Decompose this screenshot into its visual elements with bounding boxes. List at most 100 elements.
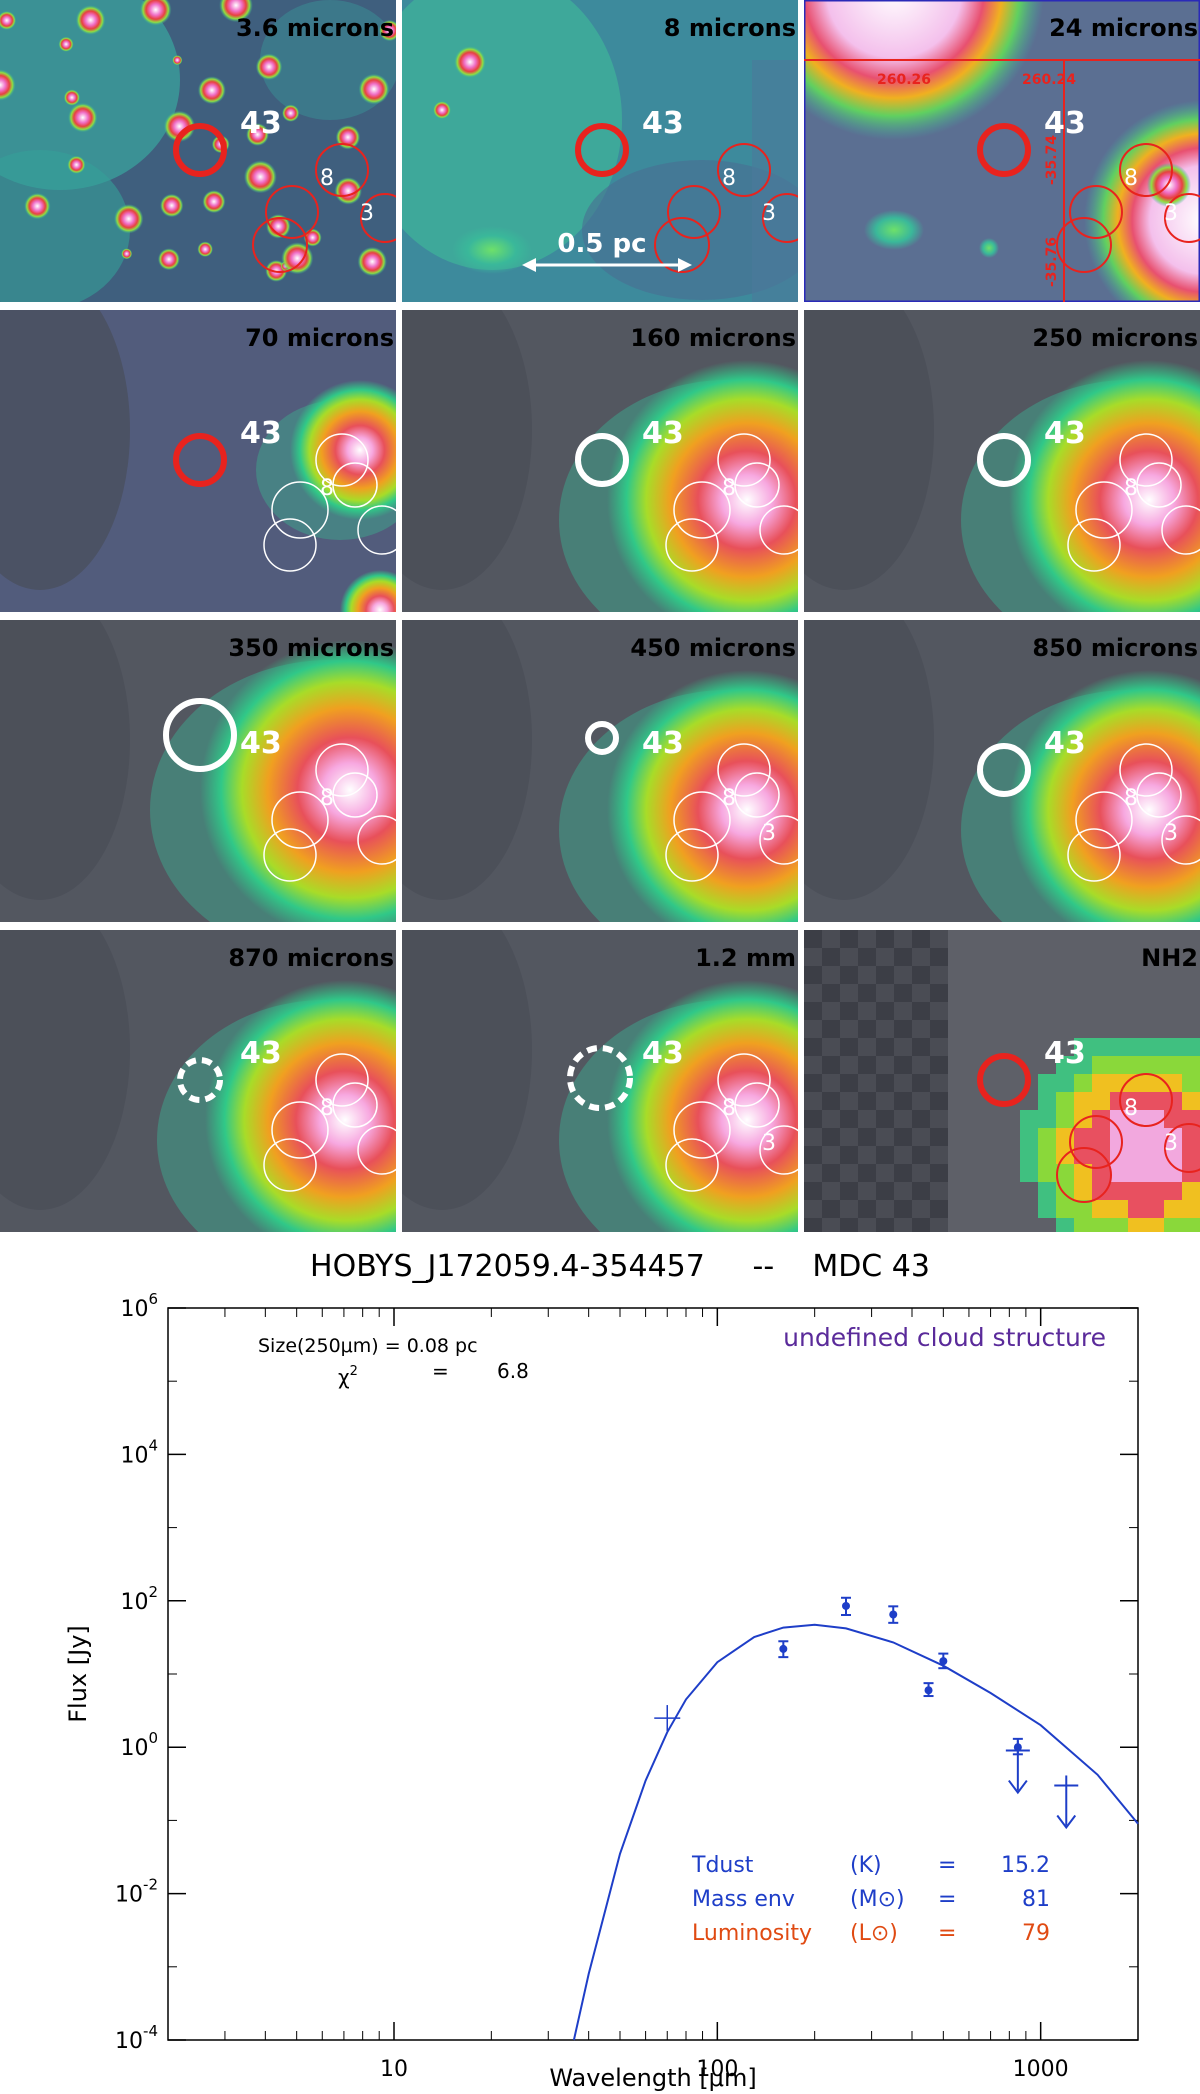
dec-tick-label: -35.76 [1044,237,1060,287]
source-id-label: 43 [1044,726,1086,761]
param-unit: (L⊙) [850,1921,898,1946]
x-tick-label: 10 [380,2057,408,2082]
neighbor-source-circle [357,1125,396,1175]
scale-bar-arrow-right [678,258,692,272]
x-tick-label: 100 [696,2057,738,2082]
neighbor-source-circle [717,743,771,797]
param-equals: = [938,1921,956,1946]
y-tick-label: 10-4 [115,2022,158,2054]
param-name: Tdust [691,1853,754,1878]
neighbor-source-circle [332,462,378,508]
source-id-label: 43 [240,416,282,451]
neighbor-source-circle [1119,1073,1173,1127]
neighbor-source-circle [665,828,719,882]
source-id-label: 43 [642,726,684,761]
flux-point [889,1610,898,1619]
chi2-symbol: χ2 [338,1364,358,1389]
neighbor-source-circle [1069,185,1123,239]
neighbor-source-label: 3 [762,201,776,226]
source-id-label: 43 [1044,416,1086,451]
chi2-equals: = [432,1359,449,1383]
panel-7: 8 43 350 microns [0,620,396,922]
neighbor-source-label: 3 [762,1131,776,1156]
param-name: Mass env [692,1887,795,1912]
neighbor-source-circle [315,433,369,487]
y-tick-label: 106 [120,1290,158,1322]
source-id-label: 43 [642,106,684,141]
neighbor-source-label: 3 [762,821,776,846]
neighbor-source-circle [654,217,710,273]
source-aperture-circle [163,698,237,772]
panel-image: 8 3 43 8 microns 0.5 pc [402,0,798,302]
panel-4: 8 43 70 microns [0,310,396,612]
neighbor-source-circle [332,772,378,818]
neighbor-source-circle [717,433,771,487]
neighbor-source-circle [1164,1123,1200,1173]
neighbor-source-circle [357,505,396,555]
upper-limit-arrow [1056,1814,1077,1830]
neighbor-source-circle [734,772,780,818]
panel-image: 8 43 160 microns [402,310,798,612]
neighbor-source-circle [1067,828,1121,882]
neighbor-source-circle [263,1138,317,1192]
band-label: 350 microns [228,634,394,662]
neighbor-source-label: 8 [320,1096,334,1121]
neighbor-source-label: 8 [320,166,334,191]
neighbor-source-circle [673,481,731,539]
panel-9: 8 3 43 850 microns [804,620,1200,922]
classification-label: undefined cloud structure [783,1323,1106,1352]
neighbor-source-circle [1161,815,1200,865]
param-value: 79 [1022,1921,1050,1946]
plot-frame [167,1307,1139,2041]
fit-parameters: Tdust (K) = 15.2 Mass env (M⊙) = 81 Luminosity (L… [691,1853,1050,1946]
neighbor-source-circle [1164,193,1200,243]
plot-title: HOBYS_J172059.4-354457 -- MDC 43 [310,1249,930,1284]
band-label: 160 microns [630,324,796,352]
neighbor-source-label: 8 [722,166,736,191]
panel-10: 8 43 870 microns [0,930,396,1232]
neighbor-source-circle [252,217,308,273]
source-id-label: 43 [1044,106,1086,141]
x-tick-label: 1000 [1013,2057,1069,2082]
neighbor-source-circle [271,481,329,539]
param-equals: = [938,1853,956,1878]
neighbor-source-circle [759,505,798,555]
neighbor-source-circle [1056,217,1112,273]
band-label: 870 microns [228,944,394,972]
neighbor-source-circle [265,185,319,239]
ra-tick-label: 260.26 [877,72,931,88]
neighbor-source-circle [673,1101,731,1159]
neighbor-source-label: 8 [1124,476,1138,501]
neighbor-source-circle [315,143,369,197]
panel-image: 8 3 43 450 microns [402,620,798,922]
param-unit: (M⊙) [850,1887,905,1912]
x-axis-label: Wavelength [μm] [549,2064,756,2092]
source-aperture-circle [575,433,629,487]
param-value: 81 [1022,1887,1050,1912]
band-label: 1.2 mm [695,944,796,972]
neighbor-source-label: 8 [722,476,736,501]
neighbor-source-label: 8 [1124,166,1138,191]
neighbor-source-circle [717,1053,771,1107]
panel-8: 8 3 43 450 microns [402,620,798,922]
panel-image: 8 3 43 1.2 mm [402,930,798,1232]
neighbor-source-circle [1067,518,1121,572]
neighbor-source-circle [673,791,731,849]
panel-6: 8 43 250 microns [804,310,1200,612]
chi2-exponent: 2 [350,1364,358,1379]
source-id-label: 43 [642,1036,684,1071]
neighbor-source-circle [667,185,721,239]
neighbor-source-circle [1161,505,1200,555]
y-tick-label: 104 [120,1436,158,1468]
source-aperture-circle [977,433,1031,487]
panel-image: 8 3 43 NH2 [804,930,1200,1232]
neighbor-source-circle [360,193,396,243]
band-label: 450 microns [630,634,796,662]
neighbor-source-circle [665,518,719,572]
panel-image: 260.26 260.24 -35.74 -35.76 8 3 43 24 microns [804,0,1200,302]
panel-image: 8 3 43 850 microns [804,620,1200,922]
plot-area [572,1596,1139,2041]
flux-point [939,1657,948,1666]
neighbor-source-label: 8 [722,786,736,811]
source-aperture-circle [177,1057,223,1103]
